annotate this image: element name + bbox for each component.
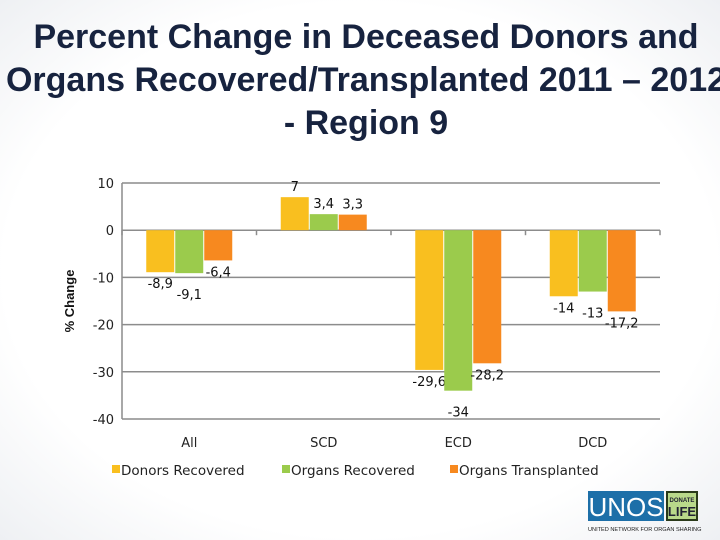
data-label: -9,1 (177, 288, 202, 303)
bar (444, 230, 473, 391)
y-tick-label: -10 (93, 271, 114, 286)
svg-text:LIFE: LIFE (668, 504, 696, 519)
data-label: -28,2 (470, 368, 504, 383)
category-label: All (181, 436, 197, 451)
svg-text:UNOS: UNOS (588, 492, 663, 522)
bar (338, 214, 367, 231)
bar (204, 230, 233, 261)
legend-swatch (450, 465, 458, 473)
data-label: -6,4 (206, 265, 231, 280)
legend-label: Donors Recovered (121, 463, 245, 479)
bar (280, 197, 309, 231)
y-tick-label: -40 (93, 413, 114, 428)
data-label: 3,4 (313, 197, 334, 212)
bar (146, 230, 175, 273)
y-tick-label: 10 (97, 177, 114, 192)
data-label: -29,6 (412, 375, 446, 390)
svg-text:DONATE: DONATE (670, 498, 695, 504)
data-label: -13 (582, 307, 603, 322)
category-label: DCD (578, 436, 607, 451)
legend-swatch (112, 465, 120, 473)
chart-title: Percent Change in Deceased Donors and Or… (5, 18, 720, 142)
unos-logo: UNOS DONATE LIFE UNITED NETWORK FOR ORGA… (588, 491, 701, 533)
data-label: 3,3 (342, 198, 363, 213)
svg-text:UNITED NETWORK FOR ORGAN SHARI: UNITED NETWORK FOR ORGAN SHARING (588, 527, 701, 533)
data-label: -14 (553, 301, 574, 316)
y-tick-label: -30 (93, 366, 114, 381)
data-label: -8,9 (148, 277, 173, 292)
bar (578, 230, 607, 292)
y-tick-label: 0 (106, 224, 114, 239)
bar (175, 230, 204, 274)
data-label: 7 (291, 180, 299, 195)
y-axis-label: % Change (62, 270, 77, 333)
bar (309, 214, 338, 231)
legend-label: Organs Recovered (291, 463, 415, 479)
data-label: -17,2 (605, 316, 639, 331)
bar (415, 230, 444, 370)
bar (607, 230, 636, 312)
legend-label: Organs Transplanted (459, 463, 599, 479)
legend-swatch (282, 465, 290, 473)
bar (549, 230, 578, 297)
category-label: SCD (310, 436, 337, 451)
category-label: ECD (445, 436, 472, 451)
y-tick-label: -20 (93, 319, 114, 334)
data-label: -34 (448, 406, 469, 421)
bar (473, 230, 502, 364)
